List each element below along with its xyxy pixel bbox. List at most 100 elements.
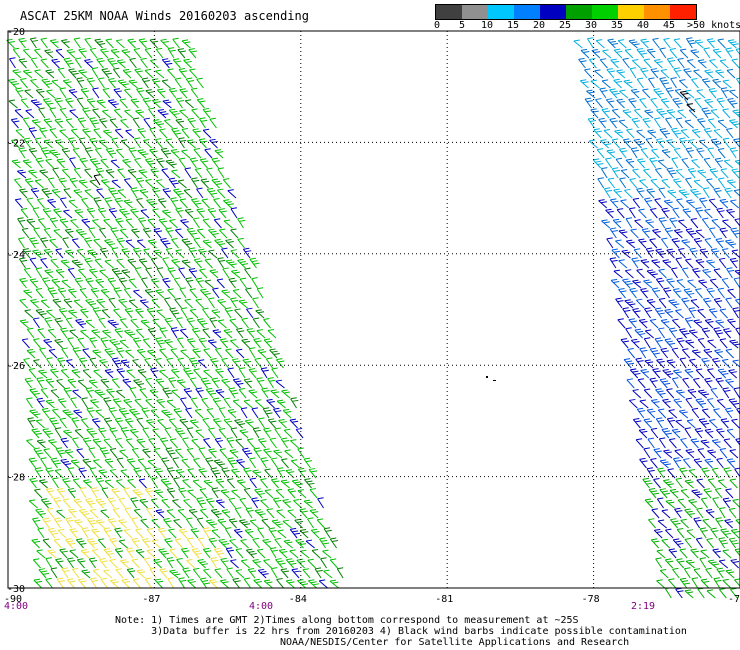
wind-barb <box>43 227 52 239</box>
wind-barb <box>217 319 227 329</box>
wind-barb <box>725 488 734 499</box>
wind-barb <box>55 447 66 459</box>
wind-barb <box>277 529 287 539</box>
wind-barb <box>151 278 160 289</box>
wind-barb <box>125 349 135 359</box>
wind-barb <box>717 177 726 189</box>
wind-barb <box>53 229 63 239</box>
wind-barb <box>117 189 127 199</box>
wind-barb <box>64 228 74 239</box>
wind-barb <box>71 238 80 249</box>
wind-barb <box>199 577 210 589</box>
wind-barb <box>181 238 193 249</box>
wind-barb <box>177 508 187 519</box>
wind-barb <box>703 348 713 359</box>
wind-barb <box>214 149 224 159</box>
wind-barb <box>186 447 195 459</box>
wind-barb <box>246 307 254 319</box>
wind-barb <box>643 279 653 289</box>
wind-barb <box>281 389 291 399</box>
wind-barb <box>735 438 740 446</box>
wind-barb <box>646 188 655 199</box>
wind-barb <box>203 479 213 489</box>
wind-barb <box>713 297 723 309</box>
wind-barb <box>143 248 152 259</box>
wind-barb <box>66 359 75 369</box>
wind-barb <box>151 518 160 529</box>
wind-barb <box>594 69 604 79</box>
wind-barb <box>60 39 70 49</box>
wind-barb <box>230 427 238 439</box>
wind-barb <box>318 579 328 589</box>
wind-barb <box>736 77 740 86</box>
wind-barb <box>721 358 731 369</box>
wind-barb <box>99 269 109 279</box>
wind-barb <box>177 357 185 369</box>
wind-barb <box>703 47 711 59</box>
wind-barb <box>54 139 64 149</box>
wind-barb <box>716 457 724 469</box>
wind-barb <box>700 497 708 509</box>
wind-barb <box>198 337 207 349</box>
wind-barb <box>40 457 47 469</box>
wind-barb <box>717 119 727 129</box>
wind-barb <box>601 79 611 89</box>
wind-barb <box>221 467 230 479</box>
wind-barb <box>33 578 43 589</box>
wind-barb <box>200 377 211 389</box>
wind-barb <box>618 288 627 299</box>
wind-barb <box>178 267 186 279</box>
wind-barb <box>202 417 210 429</box>
wind-barb <box>130 187 139 199</box>
wind-barb <box>704 318 714 329</box>
wind-barb <box>173 408 182 419</box>
wind-barb <box>215 368 224 379</box>
wind-barb <box>132 358 141 369</box>
wind-barb <box>68 288 77 299</box>
map-title: ASCAT 25KM NOAA Winds 20160203 ascending <box>20 9 309 23</box>
wind-barb <box>186 227 198 239</box>
wind-barb <box>177 179 187 189</box>
wind-barb <box>145 178 154 189</box>
wind-barb <box>149 567 157 579</box>
wind-barb <box>269 348 280 359</box>
wind-barb <box>289 527 301 539</box>
wind-barb <box>295 427 304 439</box>
wind-barb <box>260 499 269 509</box>
wind-barb <box>72 478 81 489</box>
wind-barb <box>67 337 74 349</box>
wind-barb <box>671 238 680 249</box>
wind-barb <box>687 279 697 289</box>
wind-barb <box>100 378 110 389</box>
wind-barb <box>222 178 231 189</box>
wind-barb <box>675 117 683 129</box>
wind-barb <box>280 437 290 449</box>
wind-barb <box>717 479 727 489</box>
time-label: 4:00 <box>249 601 273 612</box>
wind-barb <box>613 269 623 279</box>
wind-barb <box>83 237 93 249</box>
wind-barb <box>270 567 278 579</box>
wind-barb <box>719 308 728 319</box>
wind-barb <box>158 218 168 229</box>
wind-barb <box>47 549 57 559</box>
wind-barb <box>215 389 225 399</box>
wind-barb <box>196 497 207 509</box>
wind-barb <box>104 197 113 209</box>
wind-barb <box>685 258 694 269</box>
wind-barb <box>684 317 693 329</box>
wind-barb <box>695 537 704 549</box>
wind-barb <box>215 499 225 509</box>
wind-barb <box>592 158 604 169</box>
wind-barb <box>46 89 56 99</box>
wind-barb <box>723 467 732 479</box>
wind-barb <box>145 89 155 99</box>
wind-barb <box>725 569 735 579</box>
wind-barb <box>138 478 147 489</box>
wind-barb <box>57 287 67 299</box>
wind-barb <box>226 437 235 449</box>
wind-barb <box>47 328 57 339</box>
wind-barb <box>660 347 669 359</box>
wind-barb <box>641 228 651 239</box>
wind-barb <box>171 169 181 179</box>
